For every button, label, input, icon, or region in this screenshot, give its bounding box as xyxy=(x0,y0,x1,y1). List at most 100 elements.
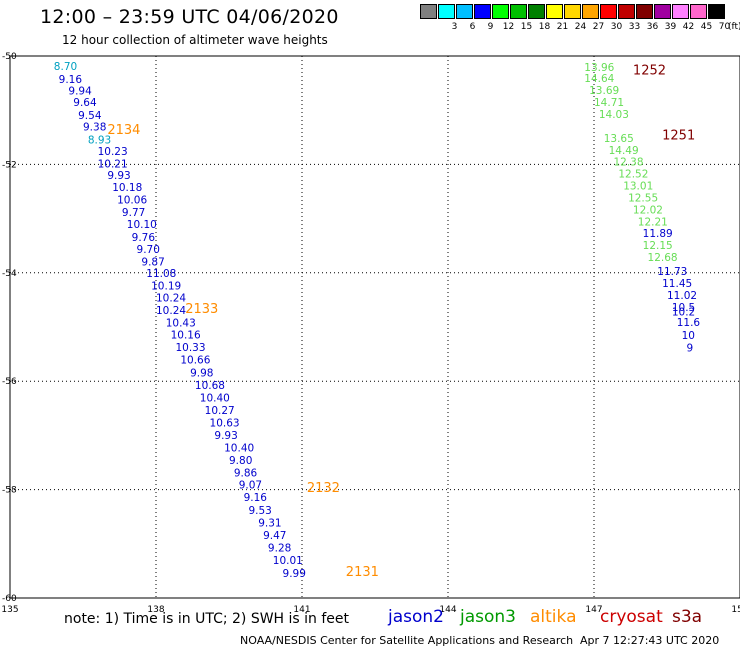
wave-height-label: 9.28 xyxy=(268,543,291,555)
scale-label: 24 xyxy=(574,22,587,32)
wave-height-label: 12.15 xyxy=(643,240,673,252)
pass-number-label: 2132 xyxy=(307,481,340,496)
wave-height-label: 11.6 xyxy=(677,317,701,329)
wave-height-label: 11.08 xyxy=(146,268,176,280)
y-tick-label: -60 xyxy=(2,594,17,604)
wave-height-label: 12.52 xyxy=(618,169,648,181)
wave-height-label: 10.19 xyxy=(151,280,181,292)
y-tick-label: -50 xyxy=(2,52,17,62)
legend-s3a: s3a xyxy=(672,607,703,627)
wave-height-label: 10.68 xyxy=(195,380,225,392)
wave-height-label: 9.47 xyxy=(263,530,286,542)
wave-height-label: 10.10 xyxy=(127,219,157,231)
chart-title: 12:00 – 23:59 UTC 04/06/2020 xyxy=(40,6,339,28)
wave-height-label: 11.02 xyxy=(667,290,697,302)
y-tick-label: -58 xyxy=(2,486,17,496)
wave-height-label: 9.16 xyxy=(59,74,83,86)
wave-height-label: 10.40 xyxy=(224,442,254,454)
scale-swatch xyxy=(510,4,527,19)
y-tick-label: -52 xyxy=(2,160,17,170)
wave-height-label: 14.71 xyxy=(594,97,624,109)
scale-swatch xyxy=(420,4,437,19)
scale-swatch xyxy=(690,4,707,19)
scale-swatch xyxy=(528,4,545,19)
scale-swatch xyxy=(636,4,653,19)
wave-height-label: 9.99 xyxy=(283,568,306,580)
wave-height-label: 11.73 xyxy=(657,266,687,278)
scale-swatch xyxy=(438,4,455,19)
wave-height-label: 9.64 xyxy=(73,97,97,109)
scale-swatch xyxy=(456,4,473,19)
scale-label: 30 xyxy=(610,22,623,32)
scale-swatch xyxy=(474,4,491,19)
legend-altika: altika xyxy=(530,607,577,627)
x-tick-label: 138 xyxy=(147,605,164,615)
scale-label: 42 xyxy=(682,22,695,32)
wave-height-label: 10.43 xyxy=(166,318,196,330)
wave-height-label: 9.54 xyxy=(78,110,102,122)
wave-height-label: 10.06 xyxy=(117,195,147,207)
wave-height-label: 10.27 xyxy=(205,405,235,417)
wave-height-label: 10.33 xyxy=(175,342,205,354)
wave-height-label: 14.49 xyxy=(609,145,639,157)
wave-height-label: 8.70 xyxy=(54,61,77,73)
wave-height-label: 11.45 xyxy=(662,278,692,290)
scale-swatch xyxy=(654,4,671,19)
wave-height-label: 10.21 xyxy=(98,158,128,170)
wave-height-label: 10.01 xyxy=(273,555,303,567)
wave-height-label: 9.31 xyxy=(258,518,281,530)
wave-height-label: 9.87 xyxy=(141,256,164,268)
pass-number-label: 2134 xyxy=(107,123,140,138)
wave-height-label: 13.96 xyxy=(584,62,614,74)
wave-height-label: 10.40 xyxy=(200,392,230,404)
scale-swatch xyxy=(600,4,617,19)
wave-height-label: 10.16 xyxy=(171,330,201,342)
wave-height-label: 10.18 xyxy=(112,182,142,194)
pass-number-label: 2131 xyxy=(346,565,379,580)
wave-height-label: 9.77 xyxy=(122,207,145,219)
legend-jason2: jason2 xyxy=(388,607,444,627)
scale-swatch xyxy=(546,4,563,19)
scale-label: 70 xyxy=(718,22,731,32)
scale-swatch xyxy=(618,4,635,19)
plot-frame xyxy=(9,55,740,599)
x-tick-label: 144 xyxy=(439,605,456,615)
wave-height-label: 10.66 xyxy=(180,355,210,367)
wave-height-label: 14.64 xyxy=(584,73,614,85)
wave-height-label: 13.65 xyxy=(604,133,634,145)
scale-label: 21 xyxy=(556,22,569,32)
x-tick-label: 141 xyxy=(293,605,310,615)
scale-swatch xyxy=(492,4,509,19)
wave-height-label: 10.23 xyxy=(98,146,128,158)
wave-height-label: 9.86 xyxy=(234,467,258,479)
wave-height-label: 9 xyxy=(686,343,693,355)
wave-height-label: 9.76 xyxy=(132,232,156,244)
wave-height-label: 9.38 xyxy=(83,121,106,133)
legend-note: note: 1) Time is in UTC; 2) SWH is in fe… xyxy=(64,611,350,627)
wave-height-label: 9.07 xyxy=(239,480,262,492)
pass-number-label: 1252 xyxy=(633,64,666,79)
wave-height-label: 9.16 xyxy=(244,492,268,504)
wave-height-label: 10.5 xyxy=(672,302,695,314)
wave-height-label: 10.63 xyxy=(210,417,240,429)
pass-number-label: 2133 xyxy=(185,302,218,317)
y-tick-label: -56 xyxy=(2,377,17,387)
wave-height-label: 9.93 xyxy=(214,430,237,442)
wave-height-label: 9.53 xyxy=(248,505,271,517)
wave-height-label: 12.38 xyxy=(613,157,643,169)
scale-label: 12 xyxy=(502,22,515,32)
footer-timestamp: Apr 7 12:27:43 UTC 2020 xyxy=(580,634,720,647)
legend-jason3: jason3 xyxy=(460,607,516,627)
wave-height-label: 14.03 xyxy=(599,109,629,121)
wave-height-label: 12.21 xyxy=(638,216,668,228)
wave-height-label: 10 xyxy=(682,330,695,342)
wave-height-label: 9.94 xyxy=(68,86,92,98)
wave-height-label: 11.89 xyxy=(643,228,673,240)
wave-height-label: 10.24 xyxy=(156,305,186,317)
chart-subtitle: 12 hour collection of altimeter wave hei… xyxy=(62,33,328,47)
wave-height-label: 13.01 xyxy=(623,181,653,193)
scale-label: 3 xyxy=(451,22,458,32)
y-tick-label: -54 xyxy=(2,269,17,279)
wave-height-label: 9.93 xyxy=(107,170,130,182)
